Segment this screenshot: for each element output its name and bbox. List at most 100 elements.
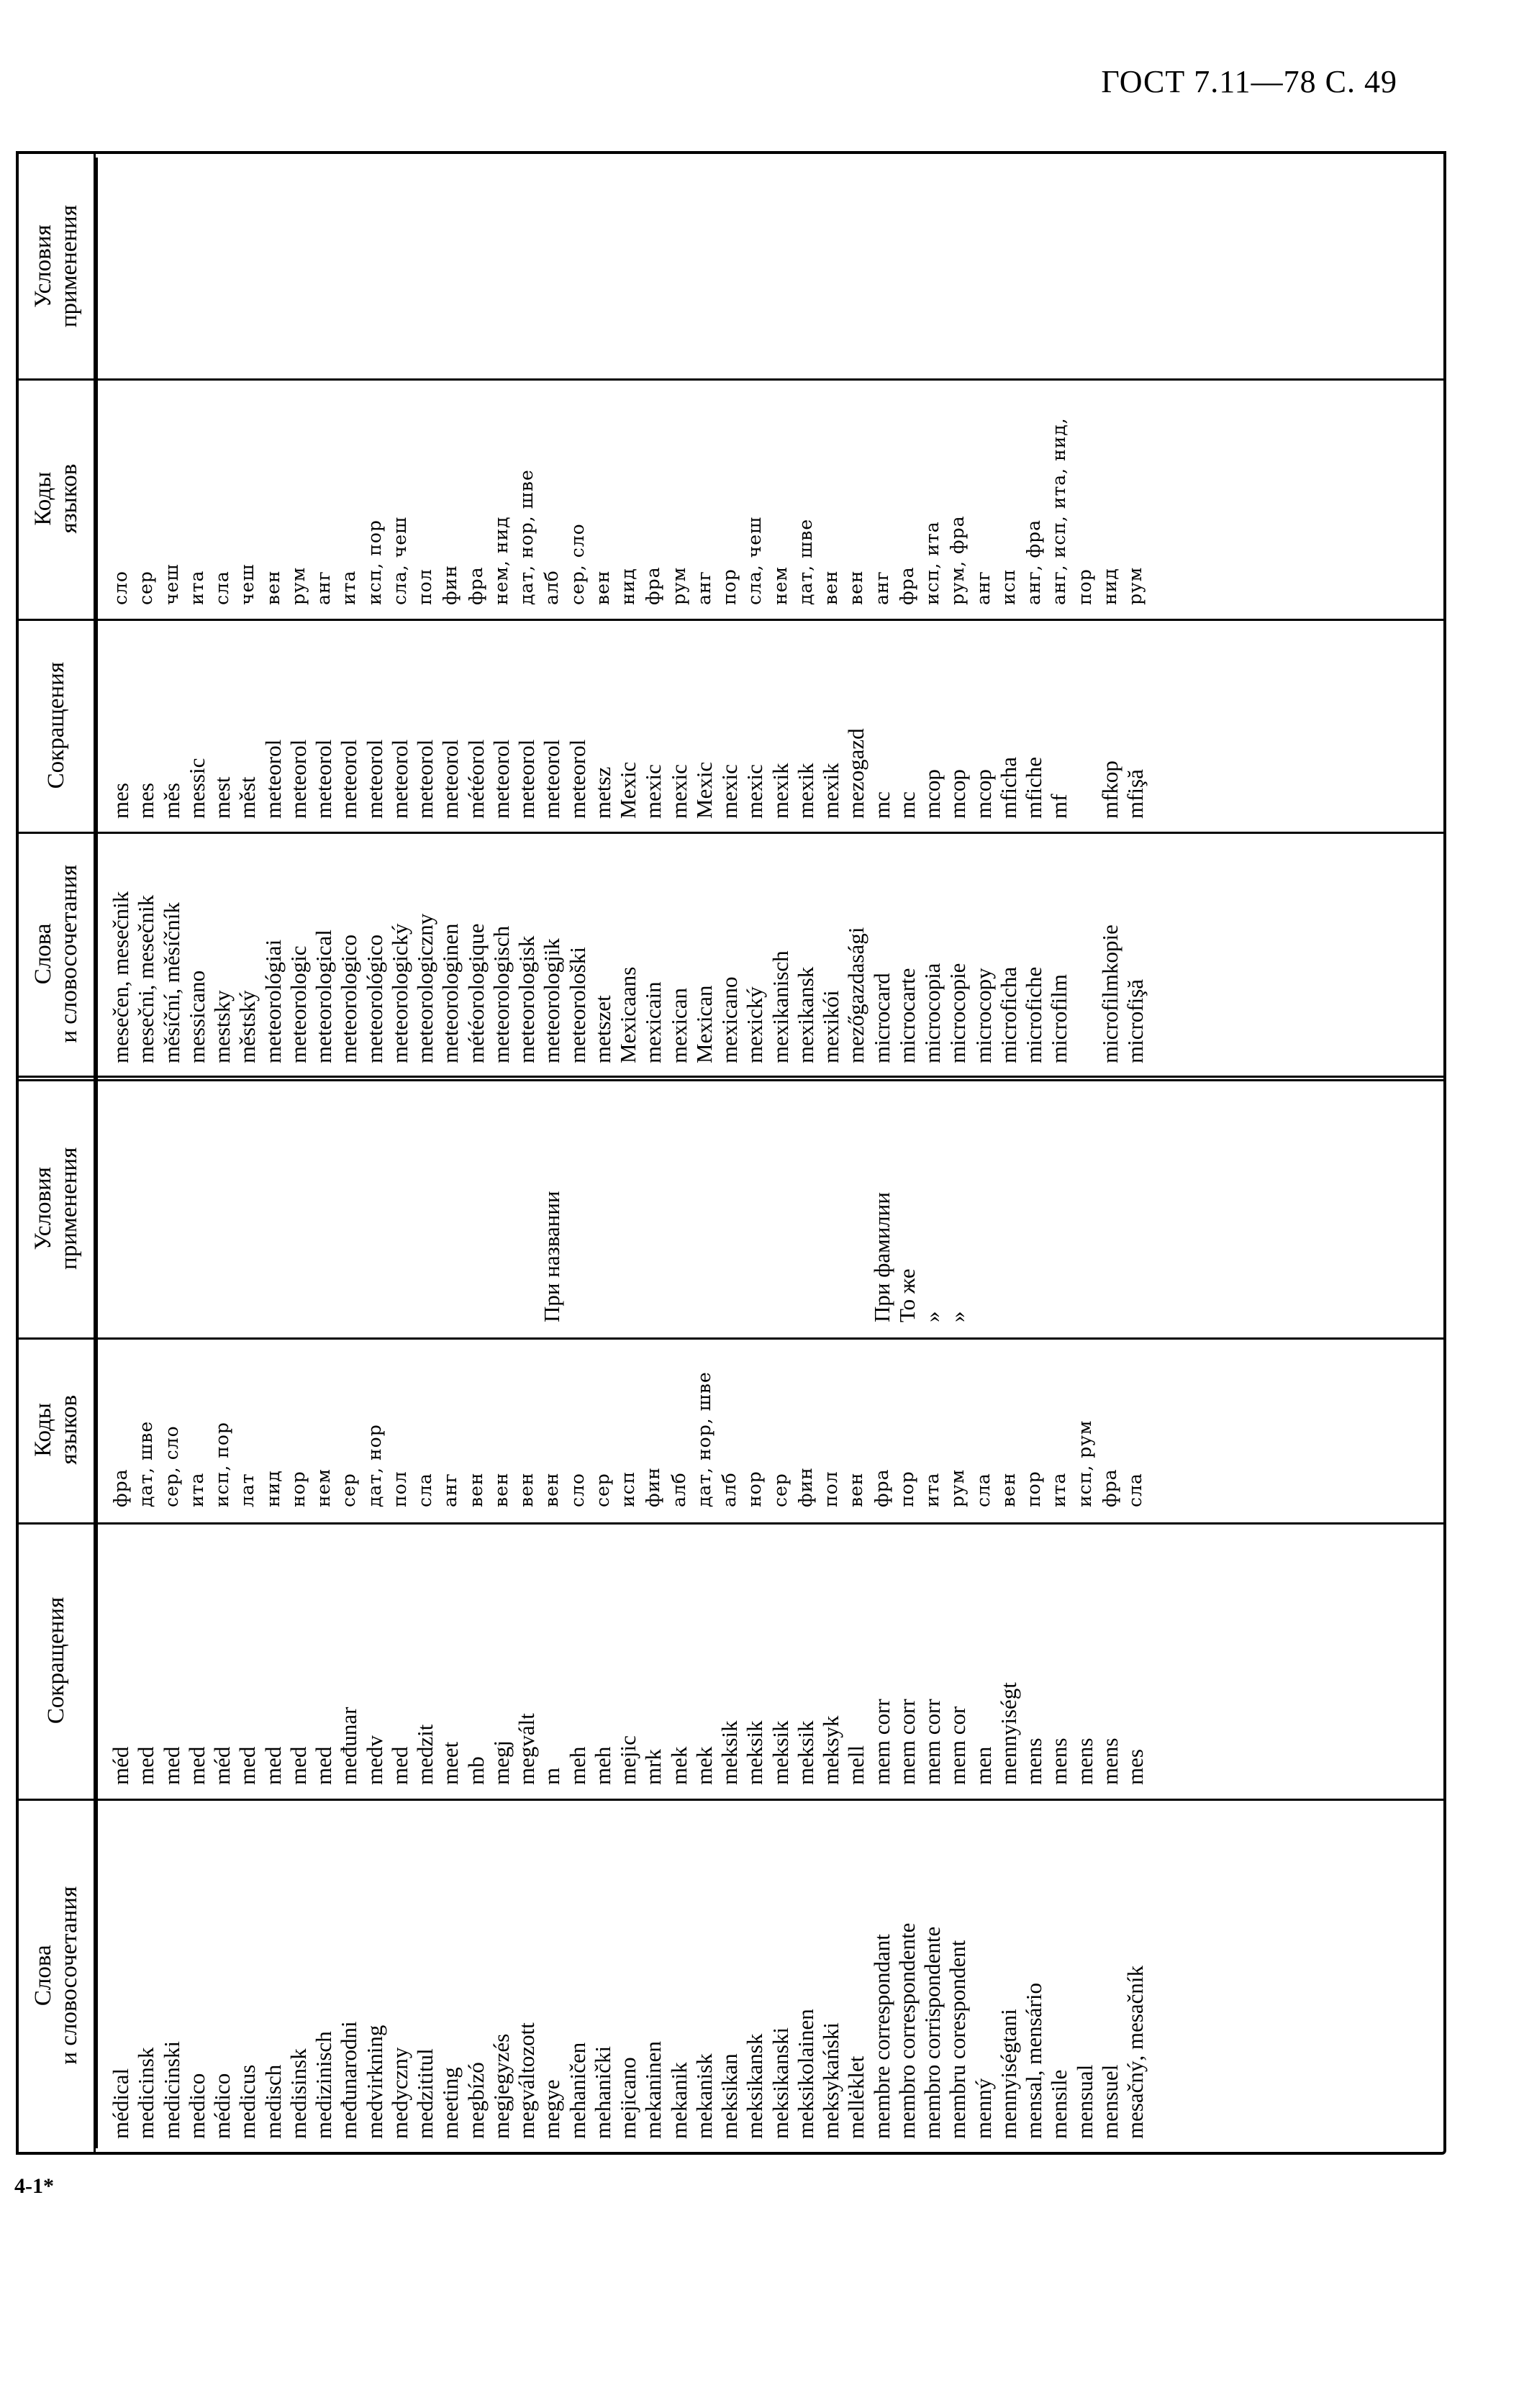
conditions-cell bbox=[590, 1076, 615, 1335]
conditions-cell bbox=[971, 1076, 996, 1335]
conditions-cell bbox=[412, 152, 437, 377]
language-codes-cell: дат, нор bbox=[363, 1424, 385, 1507]
word-cell: meeting bbox=[437, 2067, 463, 2139]
table-row: mexicano mexic пор bbox=[717, 152, 742, 1076]
table-row: medzititul medzit сла bbox=[412, 1076, 437, 2152]
word-cell: mellėklet bbox=[843, 2055, 869, 2139]
word-cell: meteorologisk bbox=[514, 935, 539, 1063]
language-codes-cell: ита bbox=[186, 570, 207, 605]
conditions-cell bbox=[235, 152, 260, 377]
word-cell: medicus bbox=[235, 2064, 260, 2139]
conditions-cell bbox=[768, 152, 793, 377]
conditions-cell bbox=[437, 152, 463, 377]
conditions-cell bbox=[691, 1076, 717, 1335]
abbreviation-cell: medzit bbox=[412, 1724, 437, 1785]
conditions-cell bbox=[768, 1076, 793, 1335]
table-row: mekanik mek алб bbox=[666, 1076, 691, 2152]
word-cell: mexikansk bbox=[792, 966, 818, 1063]
abbreviation-cell: megj bbox=[488, 1740, 514, 1785]
table-row: meteorológiai meteorol вен bbox=[260, 152, 286, 1076]
abbreviation-cell: mem corr bbox=[920, 1699, 945, 1785]
abbreviation-cell: meteorol bbox=[336, 739, 362, 819]
word-cell: membro correspondente bbox=[894, 1922, 920, 2139]
language-codes-cell: алб bbox=[541, 570, 563, 605]
table-row: Mexican Mexic анг bbox=[691, 152, 717, 1076]
abbreviation-cell: m bbox=[539, 1767, 565, 1785]
conditions-cell bbox=[463, 152, 489, 377]
conditions-cell: При названии bbox=[539, 1191, 565, 1322]
table-row: megjegyzés megj вен bbox=[489, 1076, 514, 2152]
conditions-cell bbox=[260, 152, 286, 377]
conditions-cell: » bbox=[945, 1311, 971, 1323]
abbreviation-cell: meh bbox=[589, 1746, 615, 1785]
word-cell: mekaninen bbox=[640, 2040, 666, 2139]
language-codes-cell: исп bbox=[997, 568, 1019, 605]
word-cell: mensuel bbox=[1097, 2064, 1122, 2139]
table-row: mekanisk mek дат, нор, шве bbox=[691, 1076, 717, 2152]
conditions-cell bbox=[565, 152, 590, 377]
language-codes-cell: фра bbox=[465, 566, 486, 605]
language-codes-cell: сер, сло bbox=[566, 523, 588, 605]
table-row: microcard mc анг bbox=[869, 152, 894, 1076]
abbreviation-cell: měst bbox=[235, 776, 260, 819]
word-cell: međunarodni bbox=[336, 2021, 362, 2139]
abbreviation-cell: men bbox=[970, 1746, 996, 1785]
word-cell: microfişă bbox=[1122, 978, 1148, 1063]
word-cell: microcopia bbox=[920, 963, 945, 1063]
conditions-cell bbox=[1122, 1076, 1148, 1335]
table-row: medisinsk med нор bbox=[286, 1076, 311, 2152]
abbreviation-cell: mexik bbox=[792, 763, 818, 819]
language-codes-cell: исп bbox=[617, 1471, 638, 1507]
word-cell: mehaničen bbox=[564, 2042, 590, 2139]
language-codes-cell: анг, исп, ита, нид, пор bbox=[1048, 417, 1095, 605]
abbreviation-cell: mcop bbox=[970, 769, 996, 819]
abbreviation-cell: mek bbox=[691, 1746, 717, 1785]
table-row: meteorologiczny meteorol пол bbox=[412, 152, 437, 1076]
conditions-cell bbox=[1072, 1076, 1097, 1335]
language-codes-cell: сло bbox=[110, 571, 131, 605]
table-row: microfilmkopie mfkop нид bbox=[1097, 152, 1122, 1076]
language-codes-cell: сла bbox=[212, 571, 232, 605]
conditions-cell bbox=[514, 152, 539, 377]
abbreviation-cell: mes bbox=[1122, 1749, 1148, 1785]
abbreviation-cell: messic bbox=[183, 758, 209, 819]
word-cell: meteorologico bbox=[336, 934, 362, 1063]
language-codes-cell: сло bbox=[566, 1473, 588, 1507]
abbreviation-cell: měs bbox=[158, 783, 184, 819]
abbreviation-cell: mexic bbox=[717, 764, 742, 819]
abbreviation-cell: mes bbox=[108, 783, 133, 819]
abbreviation-cell: med bbox=[260, 1746, 286, 1785]
language-codes-cell: пор bbox=[719, 568, 740, 605]
table-row: megbízó mb вен bbox=[463, 1076, 489, 2152]
table-row: microfişă mfişă рум bbox=[1122, 152, 1148, 1076]
table-row: mejicano mejic исп bbox=[615, 1076, 640, 2152]
conditions-cell bbox=[463, 1076, 489, 1335]
word-cell: meksykański bbox=[818, 2022, 843, 2139]
abbreviation-cell: meteorol bbox=[437, 739, 463, 819]
word-cell: médical bbox=[108, 2068, 133, 2139]
language-codes-cell: дат, нор, шве bbox=[516, 469, 537, 605]
word-cell: meteorológiai bbox=[260, 939, 286, 1063]
conditions-cell bbox=[108, 1076, 133, 1335]
table-frame: Слова и словосочетания Сокращения Коды я… bbox=[16, 151, 1446, 2155]
word-cell: mexicano bbox=[717, 976, 742, 1063]
table-row: měsíční, měsíčník měs чеш bbox=[159, 152, 184, 1076]
table-row: medico med ита bbox=[184, 1076, 209, 2152]
conditions-cell bbox=[996, 1076, 1021, 1335]
conditions-cell bbox=[691, 152, 717, 377]
table-row: međunarodni međunar сер bbox=[336, 1076, 361, 2152]
word-cell: mexican bbox=[666, 987, 691, 1063]
word-cell: meteorologic bbox=[285, 945, 311, 1063]
abbreviation-cell: mens bbox=[1071, 1737, 1097, 1785]
language-codes-cell: рум bbox=[668, 566, 689, 605]
language-codes-cell: сер bbox=[338, 1473, 360, 1507]
abbreviation-cell: mest bbox=[209, 776, 235, 819]
abbreviation-cell: meksik bbox=[742, 1720, 768, 1785]
word-cell: mesačný, mesačník bbox=[1122, 1965, 1148, 2139]
table-row: microcopia mcop исп, ита bbox=[920, 152, 945, 1076]
conditions-cell bbox=[640, 152, 666, 377]
conditions-cell bbox=[742, 152, 767, 377]
table-row: mezőgazdasági mezogazd вен bbox=[843, 152, 868, 1076]
abbreviation-cell: meteorol bbox=[488, 739, 514, 819]
table-row: mestsky mest сла bbox=[209, 152, 235, 1076]
